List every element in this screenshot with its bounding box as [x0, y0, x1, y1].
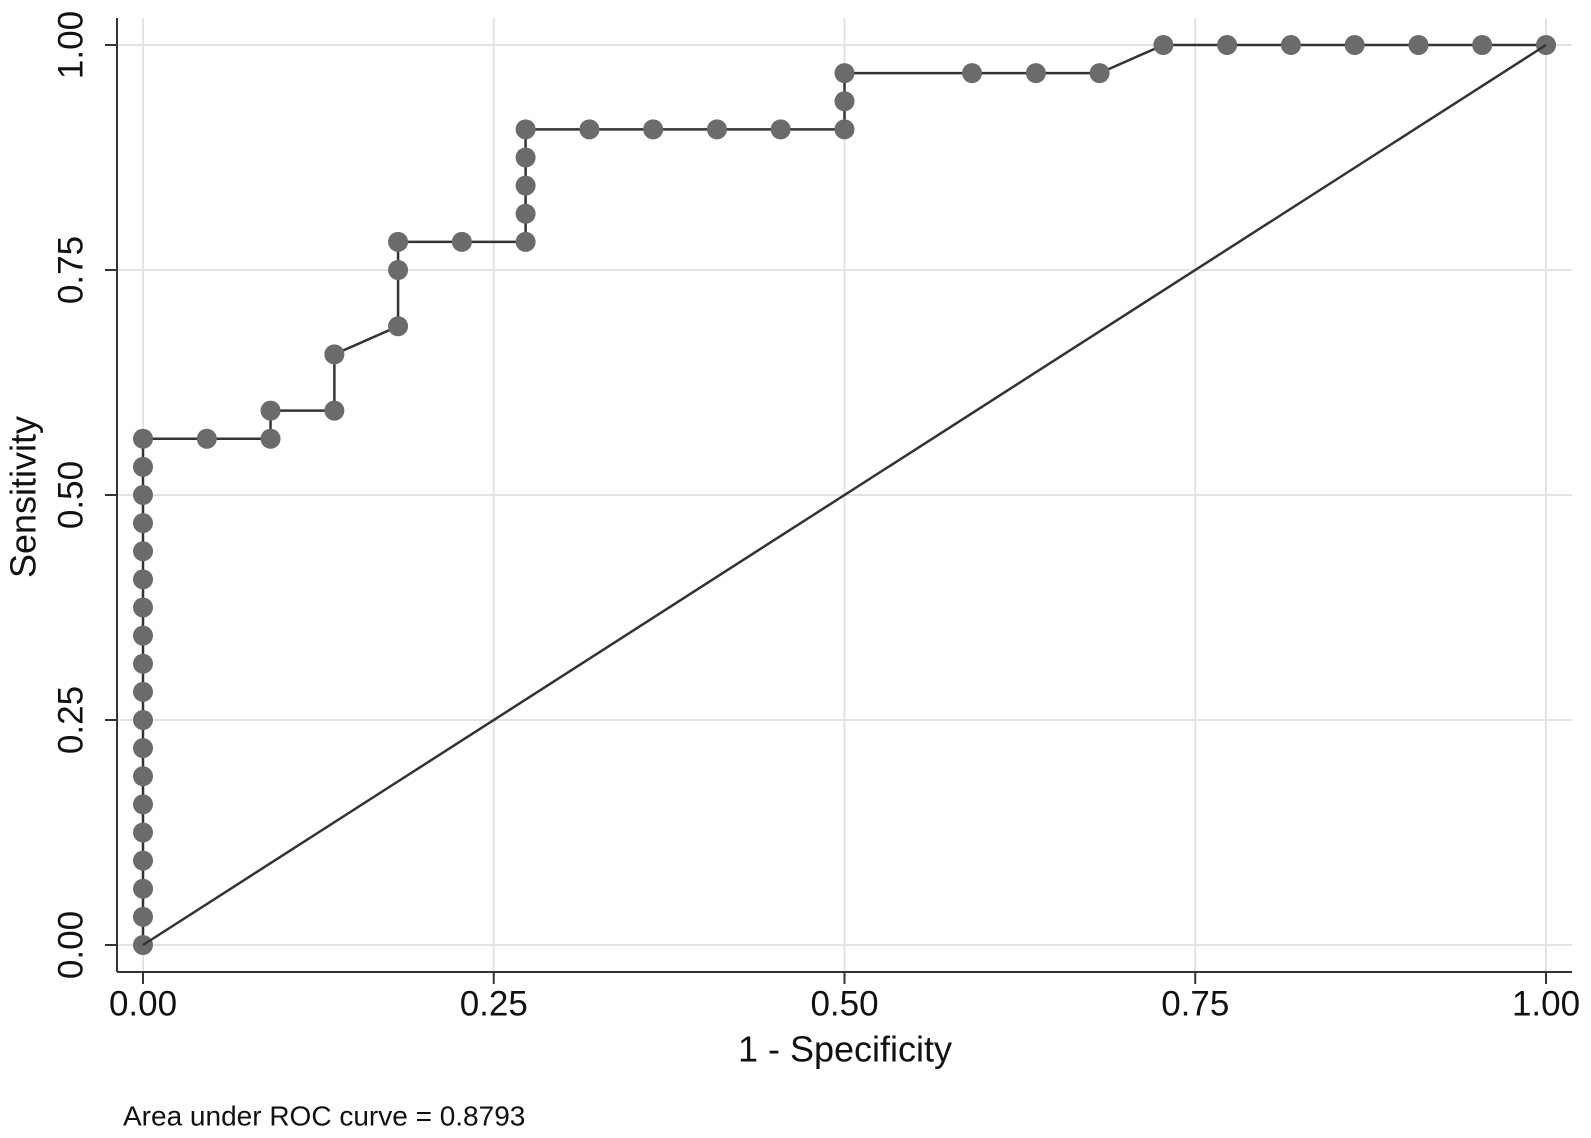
point [515, 203, 536, 224]
point [133, 541, 153, 562]
point [834, 91, 855, 112]
point [388, 231, 409, 252]
point [133, 878, 153, 899]
point [133, 906, 153, 927]
y-axis-title: Sensitivity [3, 416, 44, 578]
x-tick-label: 0.50 [810, 984, 878, 1023]
point [451, 231, 472, 252]
point [1408, 35, 1429, 55]
point [388, 260, 409, 280]
y-tick-label: 0.75 [51, 236, 90, 304]
point [133, 766, 153, 787]
point [515, 119, 536, 140]
point [133, 569, 153, 590]
point [1217, 35, 1238, 55]
point [388, 316, 409, 337]
point [962, 63, 983, 84]
point [260, 428, 281, 449]
point [196, 428, 217, 449]
point [579, 119, 600, 140]
annotation: Area under ROC curve = 0.8793 [123, 1100, 525, 1131]
point [133, 456, 153, 477]
point [133, 625, 153, 646]
x-tick-label: 0.25 [460, 984, 528, 1023]
x-tick-label: 0.75 [1161, 984, 1229, 1023]
point [1089, 63, 1110, 84]
point [515, 175, 536, 196]
point [133, 485, 153, 505]
x-tick-label: 0.00 [109, 984, 177, 1023]
point [834, 119, 855, 140]
point [1344, 35, 1365, 55]
point [260, 400, 281, 421]
x-tick-label: 1.00 [1512, 984, 1580, 1023]
point [133, 738, 153, 759]
point [324, 400, 345, 421]
point [1025, 63, 1046, 84]
point [770, 119, 791, 140]
point [133, 710, 153, 730]
y-tick-label: 0.50 [51, 461, 90, 529]
point [133, 653, 153, 674]
point [1153, 35, 1174, 55]
roc-line [142, 43, 1547, 947]
point [133, 681, 153, 702]
y-tick-label: 0.25 [51, 686, 90, 754]
point [706, 119, 727, 140]
point [133, 513, 153, 534]
point [133, 597, 153, 618]
point [834, 63, 855, 84]
y-tick-label: 1.00 [51, 11, 90, 79]
point [133, 850, 153, 871]
point [133, 428, 153, 449]
point [643, 119, 664, 140]
y-tick-label: 0.00 [51, 911, 90, 979]
point [1472, 35, 1493, 55]
point [133, 822, 153, 843]
point [133, 794, 153, 815]
point [515, 147, 536, 168]
point [324, 344, 345, 365]
x-axis-title: 1 - Specificity [738, 1029, 952, 1070]
point [515, 231, 536, 252]
point [1280, 35, 1301, 55]
